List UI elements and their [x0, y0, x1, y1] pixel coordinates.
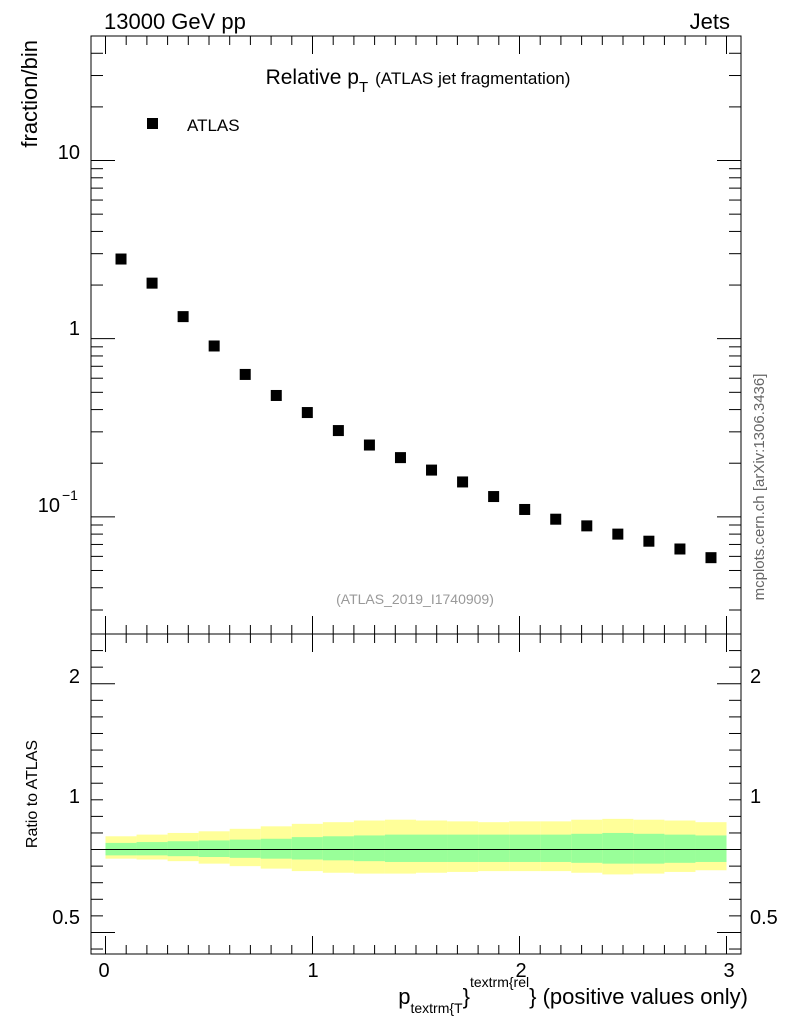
- ratio-y-tick-label-2-right: 2: [750, 666, 761, 688]
- x-tick-label-1: 1: [307, 960, 318, 982]
- side-label: mcplots.cern.ch [arXiv:1306.3436]: [751, 374, 768, 601]
- ratio-band-bin: [136, 842, 168, 856]
- ratio-y-tick-label-1-right: 1: [750, 786, 761, 808]
- main-ticks: [91, 35, 741, 634]
- ratio-band-bin: [322, 836, 354, 861]
- analysis-watermark: (ATLAS_2019_I1740909): [336, 591, 494, 607]
- ratio-band-bin: [198, 840, 230, 858]
- main-y-tick-label-0.1-exponent: −1: [62, 487, 78, 503]
- ratio-bands: [105, 818, 727, 875]
- data-point: [332, 425, 344, 437]
- ratio-band-bin: [229, 839, 261, 858]
- legend-marker: [147, 118, 158, 129]
- ratio-y-axis-label: Ratio to ATLAS: [24, 740, 41, 848]
- data-point: [301, 407, 313, 419]
- data-point: [643, 535, 655, 547]
- data-point: [363, 439, 375, 451]
- data-point: [146, 277, 158, 289]
- data-point: [612, 528, 624, 540]
- main-title-text: Relative p: [266, 66, 359, 89]
- header-energy-label: 13000 GeV pp: [104, 9, 246, 34]
- data-point: [239, 368, 251, 380]
- ratio-band-bin: [291, 837, 323, 860]
- ratio-band-bin: [260, 838, 292, 859]
- ratio-band-bin: [602, 832, 634, 864]
- x-tick-label-2: 2: [515, 960, 526, 982]
- data-point: [115, 253, 127, 265]
- main-y-axis-label: fraction/bin: [17, 40, 42, 148]
- ratio-band-bin: [664, 834, 696, 863]
- ratio-ticks: [91, 634, 741, 954]
- ratio-band-bin: [353, 835, 385, 862]
- data-point: [519, 503, 531, 515]
- main-title: Relative pT (ATLAS jet fragmentation): [266, 66, 571, 96]
- x-axis-label-brace1: }: [463, 984, 470, 1009]
- data-points: [115, 253, 717, 564]
- x-axis-label: ptextrm{T}textrm{rel} (positive values o…: [398, 974, 748, 1016]
- ratio-band-bin: [384, 834, 416, 862]
- ratio-band-bin: [478, 834, 510, 862]
- main-y-tick-label-1: 1: [69, 318, 80, 340]
- legend-label: ATLAS: [187, 116, 240, 135]
- data-point: [177, 311, 189, 323]
- x-axis-label-rest: (positive values only): [536, 984, 748, 1009]
- data-point: [488, 491, 500, 503]
- data-point: [457, 476, 469, 488]
- ratio-band-bin: [416, 834, 448, 862]
- x-axis-label-sup: textrm{rel: [470, 974, 529, 990]
- data-point: [550, 513, 562, 525]
- data-point: [674, 543, 686, 555]
- main-y-tick-label-10: 10: [58, 142, 80, 164]
- x-tick-label-0: 0: [98, 960, 109, 982]
- main-y-tick-label-0.1: 10: [38, 495, 60, 517]
- ratio-plot-frame: [90, 633, 742, 955]
- main-subtitle: (ATLAS jet fragmentation): [375, 69, 570, 88]
- ratio-panel: Ratio to ATLAS 2 1 0.5 2 1 0.5 0 1 2 3 p…: [24, 633, 778, 1016]
- data-point: [208, 340, 220, 352]
- ratio-y-tick-label-0.5-right: 0.5: [750, 907, 778, 929]
- ratio-band-bin: [695, 835, 727, 862]
- ratio-band-bin: [540, 834, 572, 862]
- ratio-y-tick-label-2: 2: [69, 666, 80, 688]
- main-panel: Relative pT (ATLAS jet fragmentation) ATL…: [17, 35, 742, 635]
- x-axis-label-brace2: }: [529, 984, 536, 1009]
- x-tick-label-3: 3: [723, 960, 734, 982]
- data-point: [705, 552, 717, 564]
- x-axis-label-main: p: [398, 984, 410, 1009]
- data-point: [394, 452, 406, 464]
- ratio-y-tick-label-0.5: 0.5: [52, 907, 80, 929]
- data-point: [581, 520, 593, 532]
- ratio-band-bin: [167, 841, 199, 857]
- data-point: [426, 464, 438, 476]
- x-axis-label-sub: textrm{T: [410, 1000, 463, 1016]
- data-point: [270, 389, 282, 401]
- ratio-band-bin: [571, 833, 603, 863]
- header-process-label: Jets: [690, 9, 730, 34]
- ratio-band-bin: [509, 834, 541, 862]
- ratio-band-bin: [633, 833, 665, 864]
- ratio-y-tick-label-1: 1: [69, 786, 80, 808]
- main-title-subscript: T: [359, 79, 368, 96]
- ratio-band-bin: [447, 834, 479, 862]
